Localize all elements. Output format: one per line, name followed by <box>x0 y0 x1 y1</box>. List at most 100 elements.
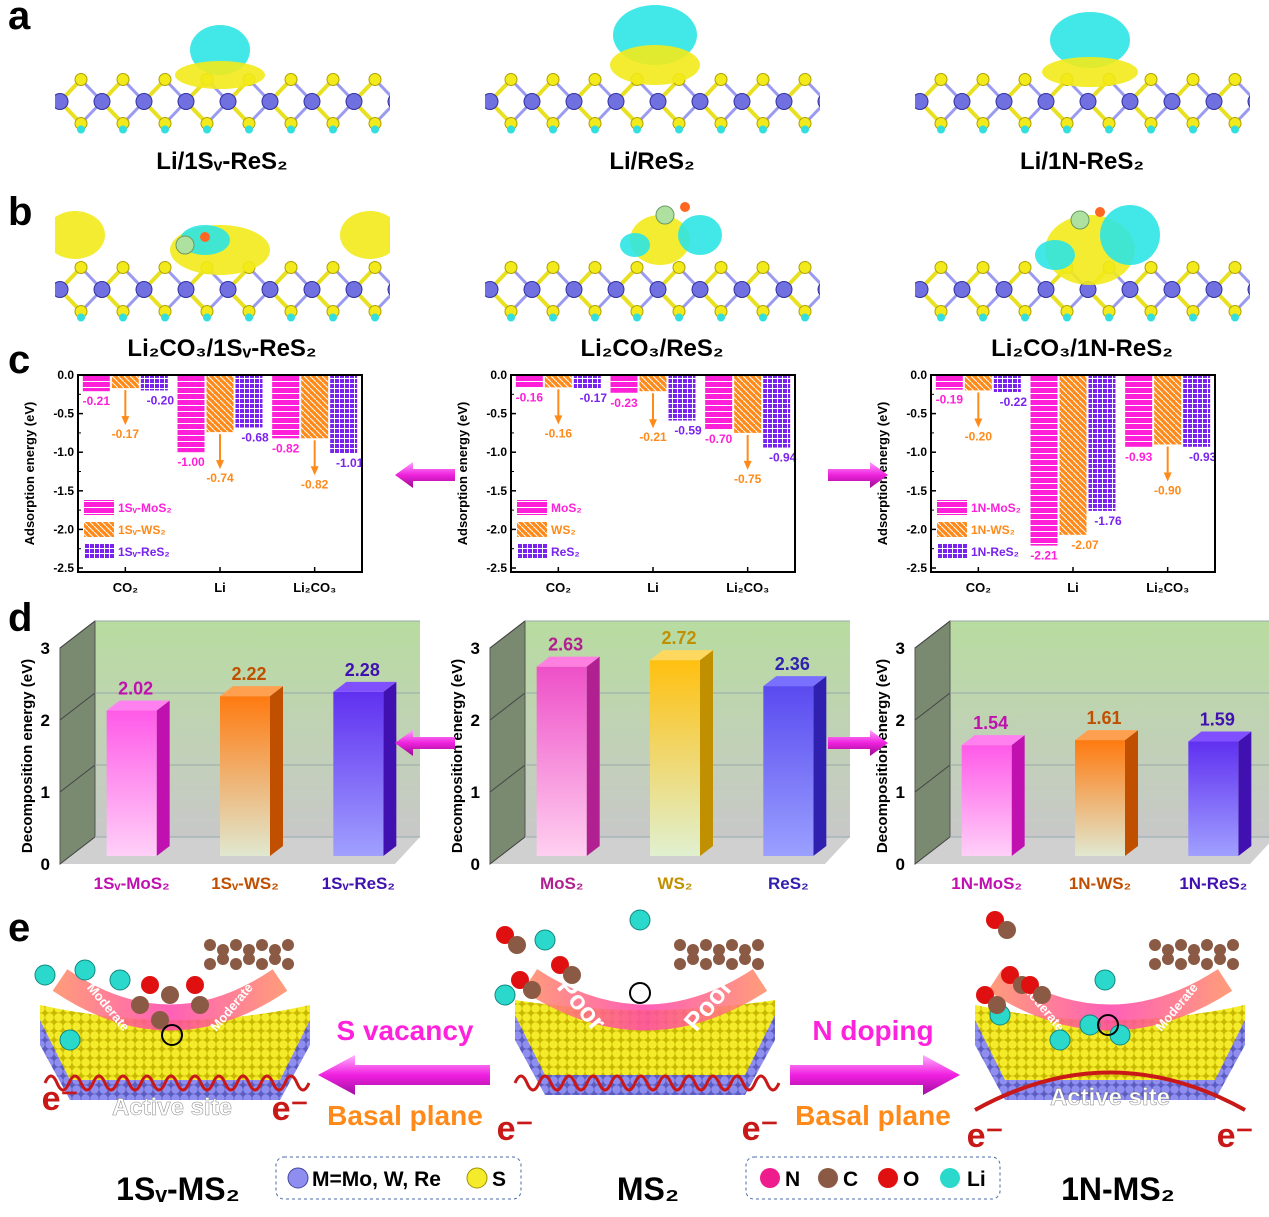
metal-atom <box>775 281 793 298</box>
polymer-atom <box>1214 953 1226 965</box>
lithium-atom-icon <box>940 1168 960 1188</box>
legend-swatch-0 <box>517 500 547 515</box>
bar-top <box>106 700 170 711</box>
legend-c-label: C <box>843 1168 858 1191</box>
legend-swatch-1 <box>517 522 547 537</box>
legend-li-label: Li <box>967 1168 986 1191</box>
data-label: -0.19 <box>936 393 964 407</box>
caption-b-2: Li₂CO₃/ReS₂ <box>580 335 724 362</box>
oxygen-atom-icon <box>878 1168 898 1188</box>
caption-b-1: Li₂CO₃/1Sᵥ-ReS₂ <box>127 335 317 362</box>
metal-atom <box>1205 93 1223 110</box>
legend-swatch-1 <box>84 522 114 537</box>
bar-0 <box>536 666 587 856</box>
grid-line <box>59 620 96 649</box>
bar-2 <box>1188 741 1239 856</box>
o-atom <box>496 926 514 944</box>
charge-blob <box>245 125 253 134</box>
plot-frame <box>930 374 1216 573</box>
charge-blob <box>329 125 337 134</box>
s-vacancy-arrow <box>318 1055 490 1095</box>
data-label: -0.17 <box>580 391 608 405</box>
metal-atom <box>915 93 929 110</box>
o-atom <box>1095 207 1105 217</box>
o-atom <box>986 911 1004 929</box>
sulfur-atom <box>368 73 382 86</box>
bar-1Sᵥ-ReS₂ <box>330 375 358 453</box>
sulfur-atom <box>1186 261 1200 274</box>
decomposition-chart-1n: 0 1 2 3 Decomposition energy (eV) 1.54 1N-MoS₂… <box>874 619 1269 893</box>
x-tick-label: CO₂ <box>546 580 572 595</box>
charge-density-blob <box>340 211 390 259</box>
data-label: -0.75 <box>734 472 762 486</box>
sulfur-atom <box>1144 73 1158 86</box>
charge-blob <box>717 313 725 322</box>
polymer-atom <box>282 958 294 970</box>
data-label: -1.76 <box>1094 514 1122 528</box>
data-label: -0.22 <box>1000 395 1028 409</box>
adsorption-arrow <box>987 969 1233 1031</box>
metal-atom <box>219 93 237 110</box>
data-label: 1.54 <box>973 713 1008 733</box>
panel-label-c: c <box>8 338 31 382</box>
bar-1N-MoS₂ <box>1030 375 1058 546</box>
c-atom <box>988 996 1006 1014</box>
x-tick-label: Li₂CO₃ <box>293 580 336 595</box>
charge-blob <box>371 313 379 322</box>
sulfur-atom <box>116 261 130 274</box>
plot-frame <box>77 374 363 573</box>
bar-ReS₂ <box>668 375 696 421</box>
metal-atom <box>345 93 363 110</box>
sulfur-atom <box>116 73 130 86</box>
bar-1N-WS₂ <box>1059 375 1087 535</box>
charge-blob <box>979 125 987 134</box>
y-tick-label: -2.0 <box>906 522 927 536</box>
sulfur-atom <box>546 73 560 86</box>
data-label: 1.59 <box>1200 710 1235 730</box>
polymer-atom <box>1201 958 1213 970</box>
bar-1Sᵥ-MoS₂ <box>272 375 300 439</box>
data-label: -2.21 <box>1030 549 1058 563</box>
bar-ReS₂ <box>763 375 791 448</box>
sulfur-atom <box>976 261 990 274</box>
bar-top <box>1188 731 1252 742</box>
polymer-atom <box>752 958 764 970</box>
sulfur-layer <box>975 1005 1245 1080</box>
metal-atom <box>733 281 751 298</box>
electron-label: e⁻ <box>497 1110 534 1148</box>
grid-line <box>489 620 526 649</box>
data-label: -1.01 <box>336 456 364 470</box>
li-atom <box>534 929 556 951</box>
bar-0 <box>106 710 157 856</box>
y-axis-label: Decomposition energy (eV) <box>19 659 36 853</box>
bar-2 <box>333 691 384 856</box>
arrow-down-icon <box>554 415 563 425</box>
carbon-atom-icon <box>818 1168 838 1188</box>
sulfur-atom <box>756 73 770 86</box>
o-atom <box>200 232 210 242</box>
polymer-atom <box>739 944 751 956</box>
y-tick-label: 1 <box>41 783 50 802</box>
arrow-right-icon <box>828 462 888 488</box>
y-tick-label: -2.0 <box>486 522 507 536</box>
charge-density-blob <box>1035 240 1075 270</box>
polymer-atom <box>256 939 268 951</box>
polymer-atom <box>1162 953 1174 965</box>
sulfur-atom-icon <box>466 1167 488 1189</box>
polymer-atom <box>269 944 281 956</box>
legend-metal-label: M=Mo, W, Re <box>312 1168 441 1191</box>
polymer-atom <box>217 953 229 965</box>
charge-blob <box>77 125 85 134</box>
o-atom <box>1021 976 1039 994</box>
charge-blob <box>1231 313 1239 322</box>
polymer-atom <box>1227 939 1239 951</box>
sulfur-atom <box>1144 261 1158 274</box>
metal-atom <box>953 281 971 298</box>
bar-WS₂ <box>544 375 572 388</box>
charge-density-blob <box>1050 12 1130 68</box>
side-wall <box>489 619 526 866</box>
legend-swatch-2 <box>937 544 967 559</box>
charge-blob <box>329 313 337 322</box>
bar-side <box>586 656 600 856</box>
polymer-atom <box>1188 953 1200 965</box>
